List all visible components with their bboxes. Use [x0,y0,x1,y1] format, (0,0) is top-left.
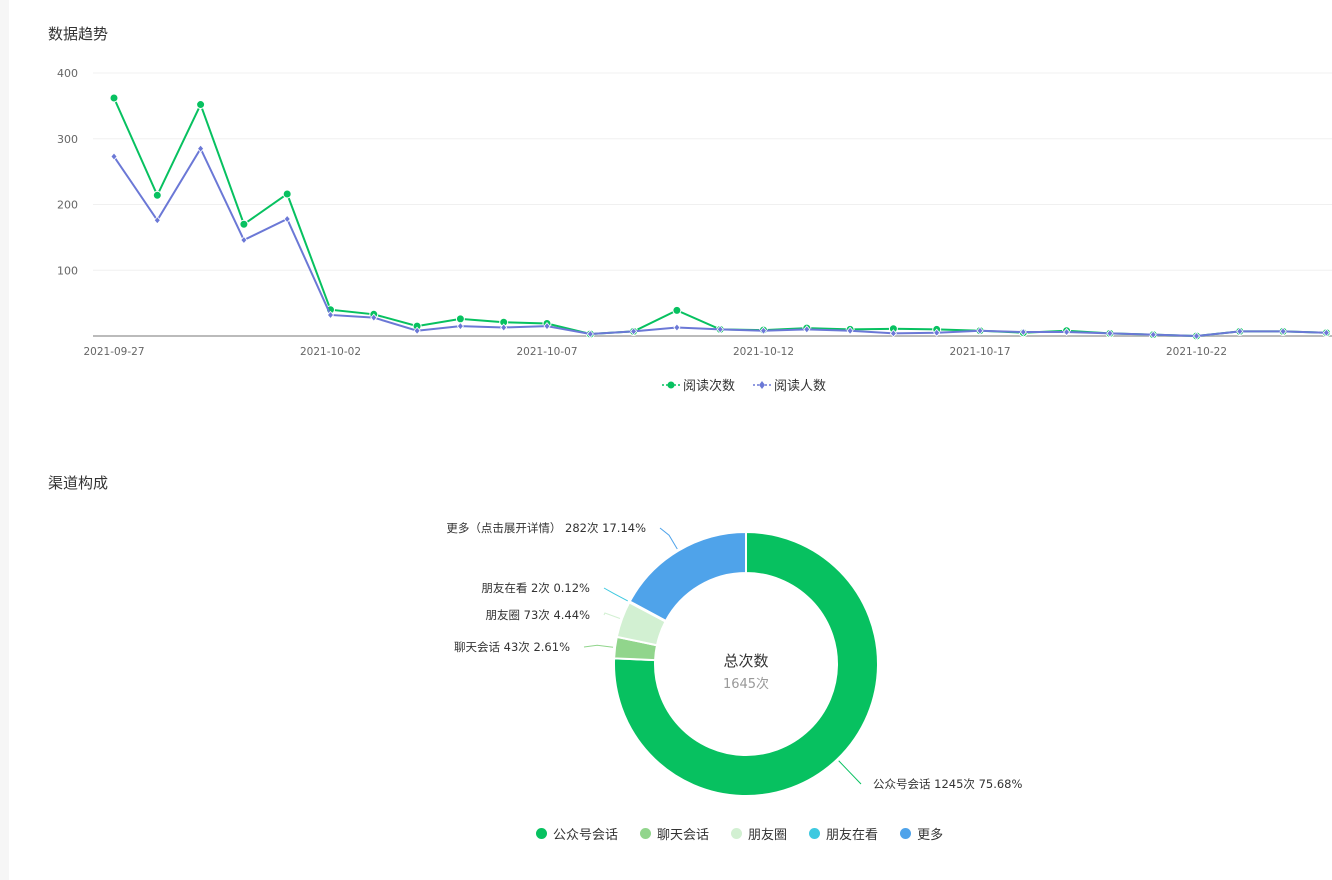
x-tick-label: 2021-10-07 [516,346,577,358]
x-tick-label: 2021-10-02 [300,346,361,358]
donut-center-value: 1645次 [722,677,770,692]
data-point [1279,327,1287,336]
data-point [1106,329,1114,338]
legend-label: 公众号会话 [553,828,619,843]
data-point [673,323,681,332]
data-point [976,326,984,335]
data-point [240,235,248,245]
data-point [455,314,465,324]
legend-dot-icon [900,828,912,839]
legend-label: 朋友圈 [748,828,788,843]
data-point [110,152,118,161]
data-point [716,325,724,334]
trend-line-chart: 100 200 300 400 2021-09-27 2021-10-02 2021-10-… [57,67,1332,358]
data-point [109,93,119,103]
trend-legend: 阅读次数 阅读人数 [662,375,844,394]
data-point [586,329,594,339]
data-point [1019,327,1027,337]
data-point [152,190,162,200]
x-tick-label: 2021-10-22 [1166,346,1227,358]
slice-label: 朋友圈 73次 4.44% [485,608,590,622]
data-point [1063,327,1071,337]
legend-label: 朋友在看 [826,828,879,843]
label-leader-line [583,644,614,648]
data-point [933,328,941,337]
legend-label: 更多 [917,828,944,843]
legend-dot-icon [731,828,743,839]
data-point [370,313,378,322]
legend-item[interactable]: 更多 [900,824,943,843]
x-tick-label: 2021-10-17 [949,346,1010,358]
data-point [1322,328,1330,337]
data-point [803,325,811,334]
data-point [196,100,206,110]
legend-dot-icon [640,828,652,839]
label-leader-line [603,612,621,619]
label-leader-line [838,760,862,785]
y-tick-label: 300 [57,133,78,146]
data-point [283,214,291,224]
legend-label: 阅读人数 [774,379,827,394]
donut-slice [613,530,879,797]
legend-item[interactable]: 公众号会话 [536,824,618,843]
trend-title: 数据趋势 [48,25,109,43]
channel-legend: 公众号会话 聊天会话 朋友圈 朋友在看 更多 [536,824,965,843]
legend-item[interactable]: 朋友圈 [731,824,787,843]
data-point [239,219,249,229]
y-tick-label: 400 [57,67,78,80]
data-point [543,322,551,331]
channel-title: 渠道构成 [48,474,109,492]
data-point [282,189,292,199]
y-tick-label: 100 [57,264,78,277]
slice-label: 公众号会话 1245次 75.68% [873,777,1023,791]
data-point [889,329,897,338]
circle-marker-icon [662,381,680,388]
data-point [326,310,335,320]
data-point [1192,331,1201,341]
donut-slice [628,530,747,623]
legend-label: 聊天会话 [657,828,710,843]
legend-item[interactable]: 聊天会话 [640,824,709,843]
legend-item[interactable]: 朋友在看 [809,824,878,843]
legend-dot-icon [536,828,547,839]
data-point [759,326,768,335]
channel-donut-chart [583,527,879,797]
slice-label: 聊天会话 43次 2.61% [454,640,570,654]
legend-item[interactable]: 阅读次数 [662,375,735,394]
data-point [197,144,205,153]
data-point [672,305,682,315]
data-point [630,327,638,336]
series-line [113,97,1327,338]
series-line [113,146,1327,338]
data-point [500,323,508,332]
diamond-marker-icon [753,380,772,389]
label-leader-line [603,587,628,602]
data-point [846,326,854,335]
label-leader-line [659,527,678,550]
donut-center-title: 总次数 [723,652,769,670]
x-tick-label: 2021-09-27 [83,346,144,358]
data-point [413,326,421,335]
data-point [153,216,161,225]
slice-label: 朋友在看 2次 0.12% [481,581,590,595]
y-tick-label: 200 [57,199,78,212]
data-point [1236,327,1244,336]
slice-label: 更多（点击展开详情） 282次 17.14% [446,521,646,535]
legend-item[interactable]: 阅读人数 [753,375,826,394]
data-point [456,322,464,331]
data-point [1149,330,1157,339]
legend-label: 阅读次数 [683,379,736,394]
legend-dot-icon [809,828,821,839]
x-tick-label: 2021-10-12 [733,346,794,358]
